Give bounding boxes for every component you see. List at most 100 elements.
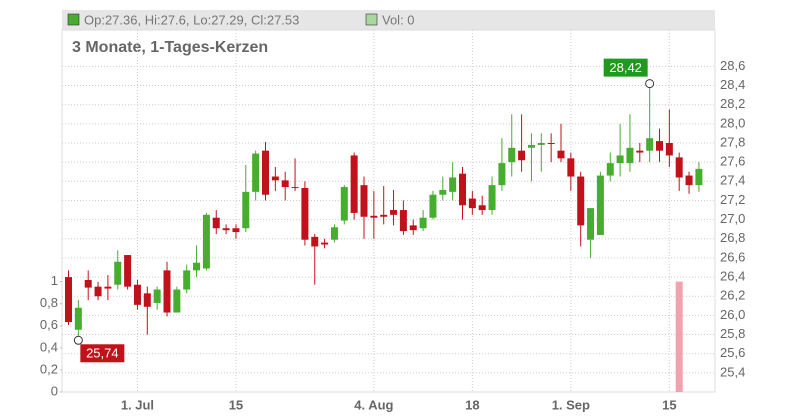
annotation-label: 25,74 xyxy=(86,346,119,361)
candle-body xyxy=(577,176,585,226)
volume-icon xyxy=(365,13,378,26)
y2-tick-label: 0,6 xyxy=(40,317,58,332)
candle-body xyxy=(360,185,368,217)
y-tick-label: 26,2 xyxy=(720,288,745,303)
annotation-marker xyxy=(73,335,83,345)
candle-body xyxy=(311,236,319,247)
y-tick-label: 25,4 xyxy=(720,364,745,379)
candle-body xyxy=(459,173,466,206)
candle-body xyxy=(429,194,437,218)
candle-body xyxy=(390,210,398,215)
candle-body xyxy=(74,307,82,330)
candle-body xyxy=(104,286,112,289)
y-tick-label: 26,8 xyxy=(720,230,745,245)
candle-body xyxy=(675,157,683,178)
y-tick-label: 26,0 xyxy=(720,307,745,322)
y2-tick-label: 0 xyxy=(51,383,58,398)
plot-border xyxy=(61,29,716,393)
ohlc-text: Op:27.36, Hi:27.6, Lo:27.29, Cl:27.53 xyxy=(84,12,299,27)
y-tick-label: 28,4 xyxy=(720,77,745,92)
y-tick-label: 28,2 xyxy=(720,96,745,111)
candle-body xyxy=(508,147,516,163)
candle-body xyxy=(567,158,575,177)
candle-body xyxy=(557,150,565,159)
candle-body xyxy=(537,143,545,145)
chart-subtitle: 3 Monate, 1-Tages-Kerzen xyxy=(72,39,268,56)
candle-body xyxy=(616,155,624,164)
y-tick-label: 26,6 xyxy=(720,249,745,264)
candle-body xyxy=(153,289,161,303)
candle-body xyxy=(596,175,604,235)
candle-body xyxy=(606,163,614,176)
candle-body xyxy=(301,188,309,240)
annotation-box xyxy=(80,344,125,363)
candle-body xyxy=(94,286,102,297)
y-tick-label: 28,0 xyxy=(720,115,745,130)
candle-body xyxy=(143,293,151,307)
candle-body xyxy=(65,277,72,323)
candle-body xyxy=(419,217,427,229)
candle-body xyxy=(183,270,191,290)
y-tick-label: 27,8 xyxy=(720,134,745,149)
candle-body xyxy=(626,147,634,164)
candle-body xyxy=(173,289,181,313)
candle-body xyxy=(232,228,240,233)
ohlc-icon xyxy=(67,13,80,26)
candle-body xyxy=(685,175,693,186)
candle-body xyxy=(656,141,663,151)
candle-body xyxy=(399,210,407,232)
candle-body xyxy=(321,242,329,245)
y2-tick-label: 1 xyxy=(51,273,58,288)
candle-body xyxy=(291,187,299,189)
candle-body xyxy=(587,208,595,240)
candle-body xyxy=(133,284,141,305)
y-tick-label: 27,4 xyxy=(720,173,745,188)
candle-body xyxy=(202,214,210,269)
x-tick-label: 1. Jul xyxy=(121,397,154,412)
candle-body xyxy=(636,150,644,153)
candle-body xyxy=(242,191,250,229)
candle-body xyxy=(527,144,535,148)
candle-body xyxy=(262,150,269,195)
y2-tick-label: 0,8 xyxy=(40,295,58,310)
y2-tick-label: 0,2 xyxy=(40,361,58,376)
header-bar xyxy=(62,10,715,30)
y-tick-label: 26,4 xyxy=(720,269,745,284)
candle-body xyxy=(222,228,230,231)
y-tick-label: 27,6 xyxy=(720,154,745,169)
candle-body xyxy=(646,138,654,151)
candle-body xyxy=(547,143,555,145)
candle-body xyxy=(212,217,220,229)
x-tick-label: 18 xyxy=(465,397,479,412)
candle-body xyxy=(468,198,476,209)
candle-body xyxy=(163,270,171,313)
candle-body xyxy=(193,262,201,271)
y-tick-label: 28,6 xyxy=(720,58,745,73)
candle-body xyxy=(518,150,526,161)
candle-body xyxy=(84,279,92,288)
candle-body xyxy=(488,185,496,211)
volume-bar xyxy=(675,281,683,392)
candle-body xyxy=(340,187,348,221)
candle-body xyxy=(478,205,486,211)
x-tick-label: 4. Aug xyxy=(354,397,393,412)
candle-body xyxy=(281,180,289,188)
candle-body xyxy=(439,189,447,195)
y2-tick-label: 0,4 xyxy=(40,339,58,354)
candle-body xyxy=(665,143,673,156)
x-tick-label: 1. Sep xyxy=(552,397,590,412)
candle-body xyxy=(380,214,388,217)
x-tick-label: 15 xyxy=(229,397,243,412)
candle-body xyxy=(124,255,132,287)
x-tick-label: 15 xyxy=(662,397,676,412)
candle-body xyxy=(695,168,703,186)
candle-body xyxy=(252,153,260,192)
annotation-label: 28,42 xyxy=(609,60,642,75)
candle-body xyxy=(409,225,417,231)
y-tick-label: 25,8 xyxy=(720,326,745,341)
candle-body xyxy=(271,176,279,181)
candle-body xyxy=(498,163,506,186)
y-tick-label: 27,0 xyxy=(720,211,745,226)
y-tick-label: 27,2 xyxy=(720,192,745,207)
